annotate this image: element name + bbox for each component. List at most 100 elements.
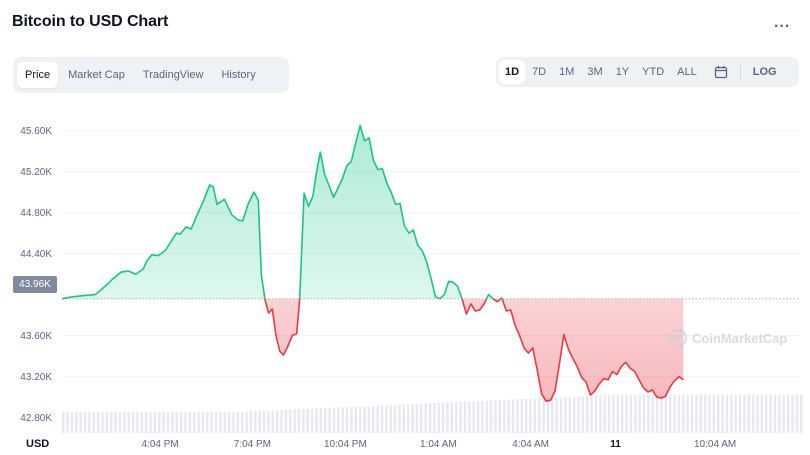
volume-bar	[271, 410, 275, 433]
price-area-down	[264, 298, 684, 402]
volume-bar	[760, 394, 764, 433]
range-1d-button[interactable]: 1D	[499, 60, 526, 84]
volume-bar	[249, 411, 253, 433]
volume-bar	[743, 394, 746, 433]
volume-bar	[337, 407, 340, 433]
volume-bar	[254, 411, 257, 433]
volume-bar	[219, 411, 222, 433]
volume-bar	[153, 411, 157, 433]
volume-bar	[197, 411, 200, 433]
volume-bar	[363, 406, 366, 433]
volume-bar	[756, 394, 759, 433]
volume-bar	[468, 401, 471, 433]
volume-bar	[612, 394, 615, 433]
volume-bar	[463, 401, 467, 433]
y-tick-label: 44.40K	[20, 249, 52, 260]
volume-bar	[586, 396, 589, 433]
volume-bar	[795, 394, 799, 433]
coinmarketcap-logo-icon	[669, 329, 687, 347]
volume-bar	[88, 411, 91, 433]
range-7d-button[interactable]: 7D	[532, 66, 547, 78]
volume-bar	[476, 401, 480, 433]
range-ytd-button[interactable]: YTD	[642, 66, 665, 78]
range-1y-button[interactable]: 1Y	[615, 66, 630, 78]
range-all-button[interactable]: ALL	[677, 66, 697, 78]
range-3m-button[interactable]: 3M	[587, 66, 603, 78]
volume-bar	[236, 411, 240, 433]
more-options-icon[interactable]: ...	[774, 14, 791, 31]
volume-bar	[800, 394, 803, 433]
volume-bar	[83, 411, 87, 433]
price-line-down	[62, 298, 684, 402]
y-tick-label: 45.60K	[20, 126, 52, 137]
volume-bar	[730, 394, 733, 433]
volume-bar	[516, 399, 519, 433]
volume-bar	[572, 396, 576, 433]
volume-bar	[651, 394, 654, 433]
volume-bar	[306, 408, 309, 433]
volume-bar	[118, 411, 122, 433]
volume-bar	[289, 409, 292, 433]
tab-market-cap[interactable]: Market Cap	[68, 69, 125, 81]
volume-bar	[607, 395, 611, 433]
volume-bar	[537, 398, 541, 433]
volume-bar	[721, 394, 724, 433]
range-divider	[739, 65, 741, 79]
volume-bar	[310, 408, 314, 433]
volume-bar	[524, 398, 528, 433]
calendar-icon[interactable]	[710, 63, 732, 81]
volume-bar	[385, 405, 388, 433]
volume-bar	[406, 404, 410, 433]
volume-bar	[472, 401, 475, 433]
log-scale-button[interactable]: LOG	[752, 66, 777, 78]
volume-bar	[695, 394, 698, 433]
volume-bar	[293, 409, 296, 433]
range-1m-button[interactable]: 1M	[559, 66, 575, 78]
time-range-selector: 1D 7D 1M 3M 1Y YTD ALL LOG	[496, 57, 799, 87]
x-tick-label: 11	[610, 439, 621, 450]
volume-bar	[241, 411, 244, 433]
volume-bar	[677, 394, 681, 433]
volume-bar	[668, 394, 672, 433]
volume-bar	[315, 408, 318, 433]
volume-bar	[564, 397, 567, 433]
volume-bar	[511, 399, 515, 433]
volume-bar	[450, 402, 454, 433]
y-tick-label: 42.80K	[20, 413, 52, 424]
volume-bar	[402, 404, 406, 433]
price-line-up	[61, 124, 503, 299]
volume-bar	[201, 411, 205, 433]
volume-bar	[206, 411, 209, 433]
volume-bar	[629, 394, 633, 433]
volume-bar	[546, 397, 550, 433]
tab-tradingview[interactable]: TradingView	[142, 69, 204, 81]
volume-bar	[577, 396, 580, 433]
volume-bar	[275, 410, 279, 433]
volume-bar	[555, 397, 558, 433]
volume-bar	[642, 394, 646, 433]
volume-bar	[498, 400, 502, 433]
volume-bar	[455, 402, 458, 433]
x-tick-label: 1:04 AM	[420, 439, 457, 450]
volume-bar	[581, 396, 585, 433]
volume-bar	[647, 394, 650, 433]
volume-bar	[131, 411, 135, 433]
volume-bar	[446, 402, 449, 433]
volume-bar	[302, 409, 305, 433]
volume-bar	[193, 411, 196, 433]
volume-bar	[590, 395, 593, 433]
volume-bar	[411, 404, 414, 433]
volume-bar	[664, 394, 668, 433]
tab-price[interactable]: Price	[17, 62, 59, 88]
volume-bar	[389, 405, 392, 433]
volume-bar	[175, 411, 178, 433]
volume-bar	[686, 394, 689, 433]
volume-bar	[223, 411, 226, 433]
volume-bar	[214, 411, 218, 433]
volume-bar	[559, 397, 563, 433]
currency-label: USD	[26, 438, 50, 450]
volume-bar	[529, 398, 532, 433]
volume-bar	[96, 411, 100, 433]
tab-history[interactable]: History	[221, 69, 256, 81]
